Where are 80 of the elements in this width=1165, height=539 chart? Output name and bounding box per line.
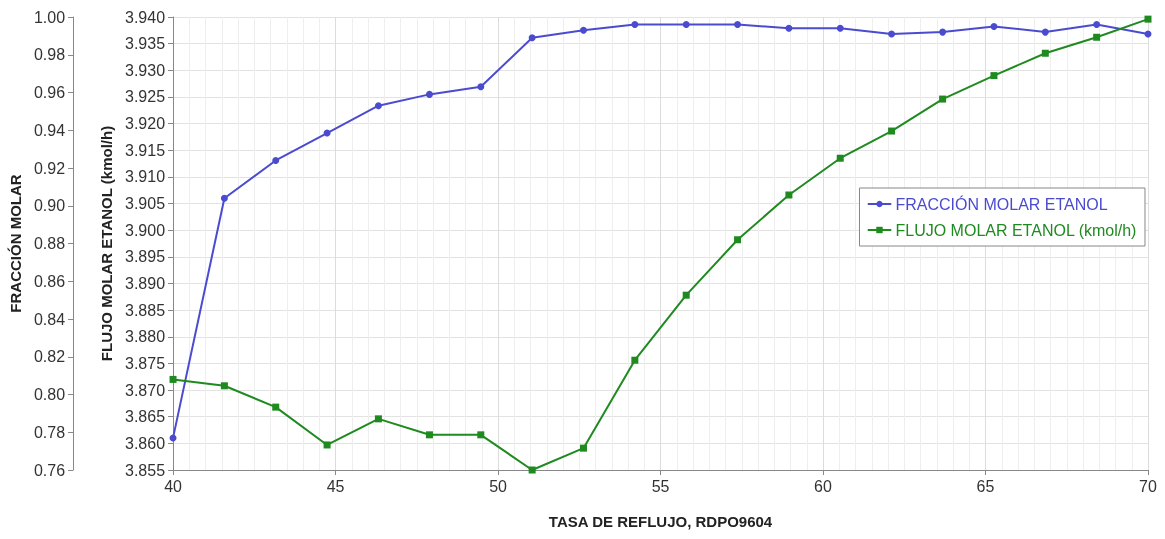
point	[169, 375, 177, 383]
point	[734, 21, 742, 29]
point	[990, 22, 998, 30]
point	[272, 156, 280, 164]
y2-tick-label: 0.90	[33, 197, 66, 215]
point	[734, 236, 742, 244]
point	[580, 26, 587, 34]
point	[580, 444, 587, 452]
y-tick-label: 3.900	[124, 221, 166, 239]
x-tick-label: 45	[326, 477, 345, 495]
y-tick-label: 3.855	[124, 461, 166, 479]
point	[425, 90, 433, 98]
y2-tick-label: 0.92	[33, 159, 66, 177]
y2-tick-label: 0.94	[33, 121, 66, 139]
y2-tick-label: 0.82	[33, 348, 66, 366]
y2-tick-label: 0.76	[33, 461, 66, 479]
y-tick-label: 3.925	[124, 88, 166, 106]
y-tick-label: 3.895	[124, 248, 166, 266]
point	[374, 102, 382, 110]
x-tick-label: 55	[651, 477, 670, 495]
point	[785, 24, 793, 32]
point	[1144, 15, 1152, 23]
point	[939, 95, 947, 103]
point	[785, 191, 793, 199]
point	[323, 441, 331, 449]
point	[836, 24, 844, 32]
point	[939, 28, 947, 36]
x-axis-title: TASA DE REFLUJO, RDPO9604	[548, 513, 773, 530]
point	[425, 431, 433, 439]
y-tick-label: 3.930	[124, 61, 166, 79]
point	[374, 415, 382, 423]
y-tick-label: 3.875	[124, 354, 166, 372]
point	[528, 34, 536, 42]
y2-tick-label: 0.98	[33, 46, 66, 64]
legend-label: FRACCIÓN MOLAR ETANOL	[895, 194, 1108, 213]
legend-label: FLUJO MOLAR ETANOL (kmol/h)	[895, 221, 1137, 239]
point	[682, 291, 690, 299]
y2-tick-label: 1.00	[33, 8, 66, 26]
y2-tick-label: 0.80	[33, 386, 66, 403]
y-tick-label: 3.860	[124, 434, 166, 452]
point	[1041, 49, 1049, 57]
y2-tick-label: 0.96	[33, 84, 66, 101]
y-tick-label: 3.890	[124, 274, 166, 292]
x-tick-label: 60	[814, 477, 833, 495]
point	[888, 30, 896, 38]
point	[272, 403, 280, 411]
y-tick-label: 3.920	[124, 115, 166, 133]
point	[477, 431, 485, 439]
point	[1093, 33, 1101, 41]
point	[528, 466, 536, 474]
y-tick-label: 3.870	[124, 381, 166, 399]
point	[682, 21, 690, 29]
y-tick-label: 3.935	[124, 35, 166, 53]
point	[836, 154, 844, 162]
y-tick-label: 3.865	[124, 408, 166, 426]
point	[477, 83, 485, 91]
point	[888, 127, 896, 135]
y2-tick-label: 0.78	[33, 423, 66, 441]
point	[631, 21, 639, 29]
x-tick-label: 40	[164, 477, 183, 495]
x-tick-label: 50	[489, 477, 508, 495]
point	[1093, 21, 1101, 29]
y-tick-label: 3.910	[124, 168, 166, 186]
y-tick-label: 3.885	[124, 301, 166, 319]
y-tick-label: 3.880	[124, 328, 166, 346]
y2-tick-label: 0.88	[33, 235, 66, 252]
y2-tick-label: 0.86	[33, 272, 66, 290]
y-tick-label: 3.940	[124, 8, 166, 26]
y-axis-title: FLUJO MOLAR ETANOL (kmol/h)	[98, 125, 116, 362]
point	[220, 382, 228, 390]
y-tick-label: 3.915	[124, 141, 166, 159]
x-tick-label: 70	[1139, 477, 1157, 495]
y2-axis-title: FRACCIÓN MOLAR	[7, 174, 24, 313]
point	[631, 356, 639, 364]
x-tick-label: 65	[976, 477, 995, 495]
y-tick-label: 3.905	[124, 195, 166, 213]
y2-tick-label: 0.84	[33, 310, 66, 328]
point	[1041, 28, 1049, 36]
point	[220, 194, 228, 202]
point	[990, 72, 998, 80]
